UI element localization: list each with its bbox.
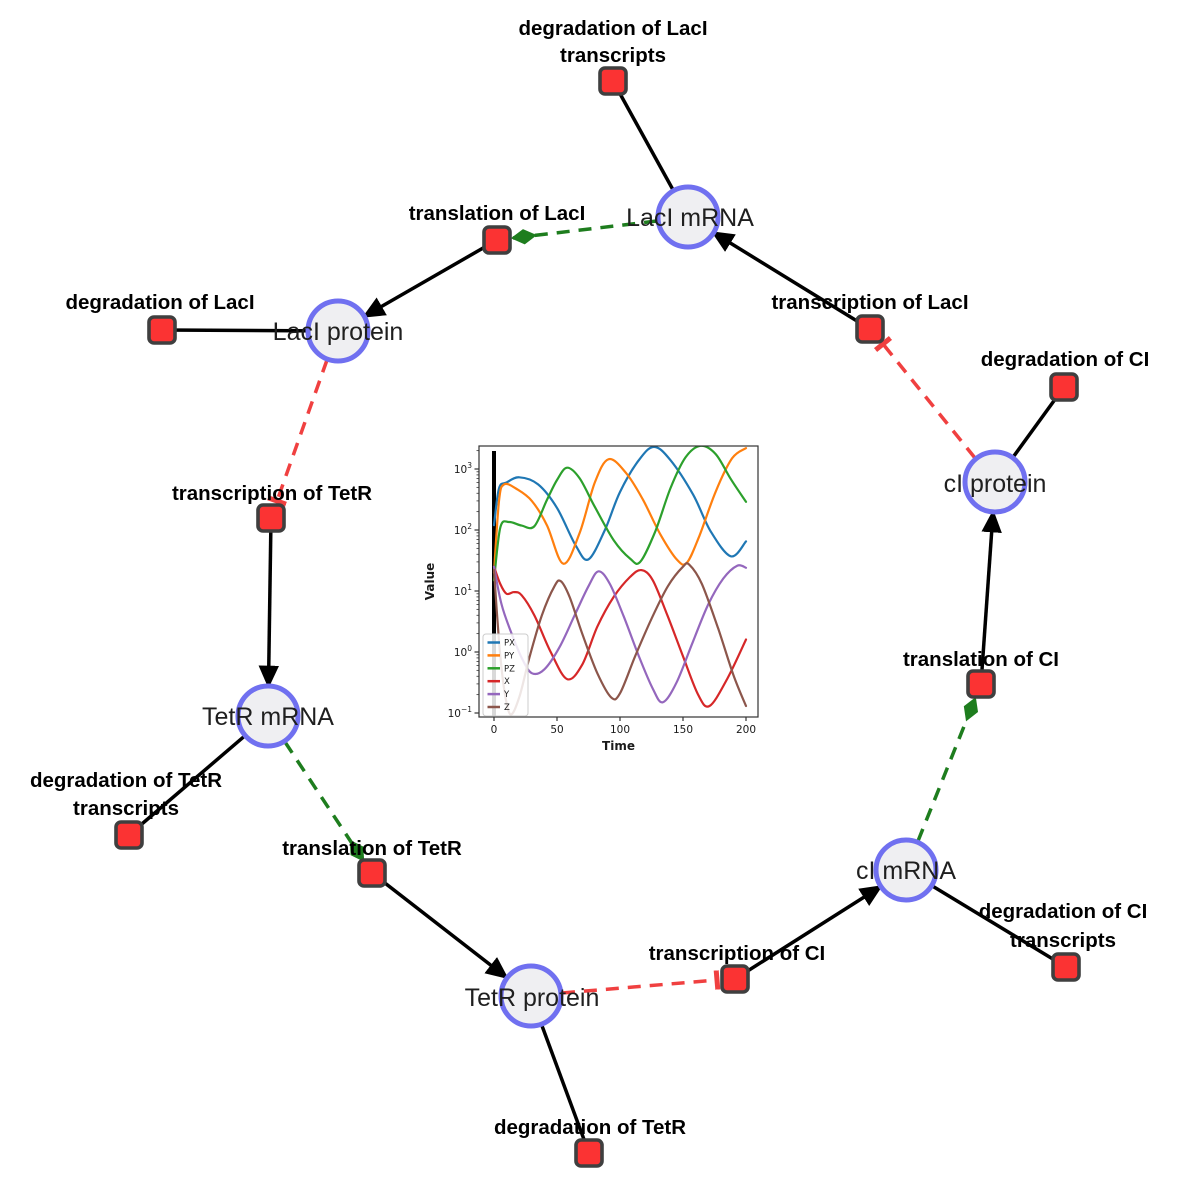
species-node-ci-protein[interactable] (962, 449, 1028, 515)
species-label-ci-mrna: cI mRNA (856, 857, 956, 885)
reaction-label-degradation-tetr-transcripts-line2: transcripts (73, 797, 179, 820)
reaction-label-transcription-tetr: transcription of TetR (172, 482, 372, 505)
edge-translation-tetr-to-tetr-protein (370, 871, 509, 980)
species-node-tetr-mrna[interactable] (235, 683, 301, 749)
reaction-label-transcription-ci: transcription of CI (649, 942, 826, 965)
reaction-label-translation-laci: translation of LacI (409, 202, 586, 225)
reaction-node-translation-laci[interactable] (482, 225, 512, 255)
species-label-laci-protein: LacI protein (273, 318, 404, 346)
edge-transcription-tetr-to-tetr-mrna (258, 517, 280, 689)
series-curve-PX (492, 446, 748, 561)
reaction-node-translation-ci[interactable] (966, 669, 996, 699)
reaction-label-degradation-laci-transcripts-line2: transcripts (560, 44, 666, 67)
edge-laci-mrna-to-translation-laci (510, 219, 658, 245)
edge-ci-mrna-to-translation-ci (916, 696, 979, 842)
edge-ci-protein-inhibits-transcription-laci (873, 336, 977, 460)
reaction-label-translation-ci: translation of CI (903, 648, 1059, 671)
reaction-node-degradation-laci[interactable] (147, 315, 177, 345)
inset-chart: 0 50 100 150 200 10−1 100 101 102 103 Time Value PX P… (423, 445, 759, 753)
plot-spines (478, 445, 759, 718)
species-node-laci-mrna[interactable] (655, 184, 721, 250)
reaction-label-degradation-ci-transcripts-line2: transcripts (1010, 929, 1116, 952)
reaction-label-transcription-laci: transcription of LacI (771, 291, 968, 314)
legend-label-Y: Y (503, 690, 510, 700)
species-label-tetr-protein: TetR protein (465, 984, 600, 1012)
edge-transcription-laci-to-laci-mrna (711, 231, 871, 331)
x-tick-label: 100 (610, 724, 630, 736)
reaction-node-transcription-tetr[interactable] (256, 503, 286, 533)
reaction-node-translation-tetr[interactable] (357, 858, 387, 888)
y-tick-label: 10−1 (448, 705, 473, 720)
x-tick-label: 200 (736, 724, 756, 736)
y-tick-label: 103 (454, 461, 472, 476)
species-node-tetr-protein[interactable] (498, 963, 564, 1029)
label-layer: degradation of LacI transcripts translat… (30, 17, 1149, 1139)
reaction-node-transcription-laci[interactable] (855, 314, 885, 344)
node-layer (114, 66, 1081, 1168)
reaction-node-degradation-laci-transcripts[interactable] (598, 66, 628, 96)
species-label-laci-mrna: LacI mRNA (626, 204, 754, 232)
y-tick-label: 100 (454, 644, 472, 659)
edge-laci-protein-inhibits-transcription-tetr (267, 359, 329, 507)
series-curve-PY (492, 447, 748, 574)
edge-translation-ci-to-ci-protein (979, 509, 1002, 685)
reaction-label-degradation-tetr: degradation of TetR (494, 1116, 686, 1139)
reaction-node-degradation-tetr-transcripts[interactable] (114, 820, 144, 850)
legend-label-X: X (504, 677, 510, 687)
species-node-laci-protein[interactable] (305, 298, 371, 364)
reaction-label-degradation-ci-transcripts-line1: degradation of CI (979, 900, 1148, 923)
reaction-node-transcription-ci[interactable] (720, 964, 750, 994)
x-tick-label: 50 (550, 724, 563, 736)
reaction-label-degradation-ci: degradation of CI (981, 348, 1150, 371)
species-label-tetr-mrna: TetR mRNA (202, 703, 334, 731)
x-tick-label: 0 (491, 724, 498, 736)
reaction-label-translation-tetr: translation of TetR (282, 837, 462, 860)
x-tick-label: 150 (673, 724, 693, 736)
legend-label-Z: Z (504, 703, 510, 713)
edge-translation-laci-to-laci-protein (362, 238, 498, 318)
edge-tetr-protein-inhibits-transcription-ci (561, 970, 721, 995)
series-curve-X (492, 565, 748, 708)
legend-label-PZ: PZ (504, 664, 515, 674)
legend-label-PX: PX (504, 639, 515, 649)
reaction-node-degradation-tetr[interactable] (574, 1138, 604, 1168)
species-label-ci-protein: cI protein (944, 470, 1047, 498)
reaction-node-degradation-ci-transcripts[interactable] (1051, 952, 1081, 982)
legend-label-PY: PY (504, 651, 515, 661)
reaction-label-degradation-tetr-transcripts-line1: degradation of TetR (30, 769, 222, 792)
x-axis-title: Time (602, 739, 635, 753)
reaction-label-degradation-laci: degradation of LacI (65, 291, 254, 314)
y-tick-label: 101 (454, 583, 472, 598)
reaction-label-degradation-laci-transcripts-line1: degradation of LacI (518, 17, 707, 40)
species-node-ci-mrna[interactable] (873, 837, 939, 903)
y-tick-label: 102 (454, 522, 472, 537)
edge-transcription-ci-to-ci-mrna (734, 885, 883, 981)
y-axis-title: Value (423, 563, 437, 601)
reaction-node-degradation-ci[interactable] (1049, 372, 1079, 402)
edge-tetr-mrna-to-translation-tetr (283, 741, 365, 862)
